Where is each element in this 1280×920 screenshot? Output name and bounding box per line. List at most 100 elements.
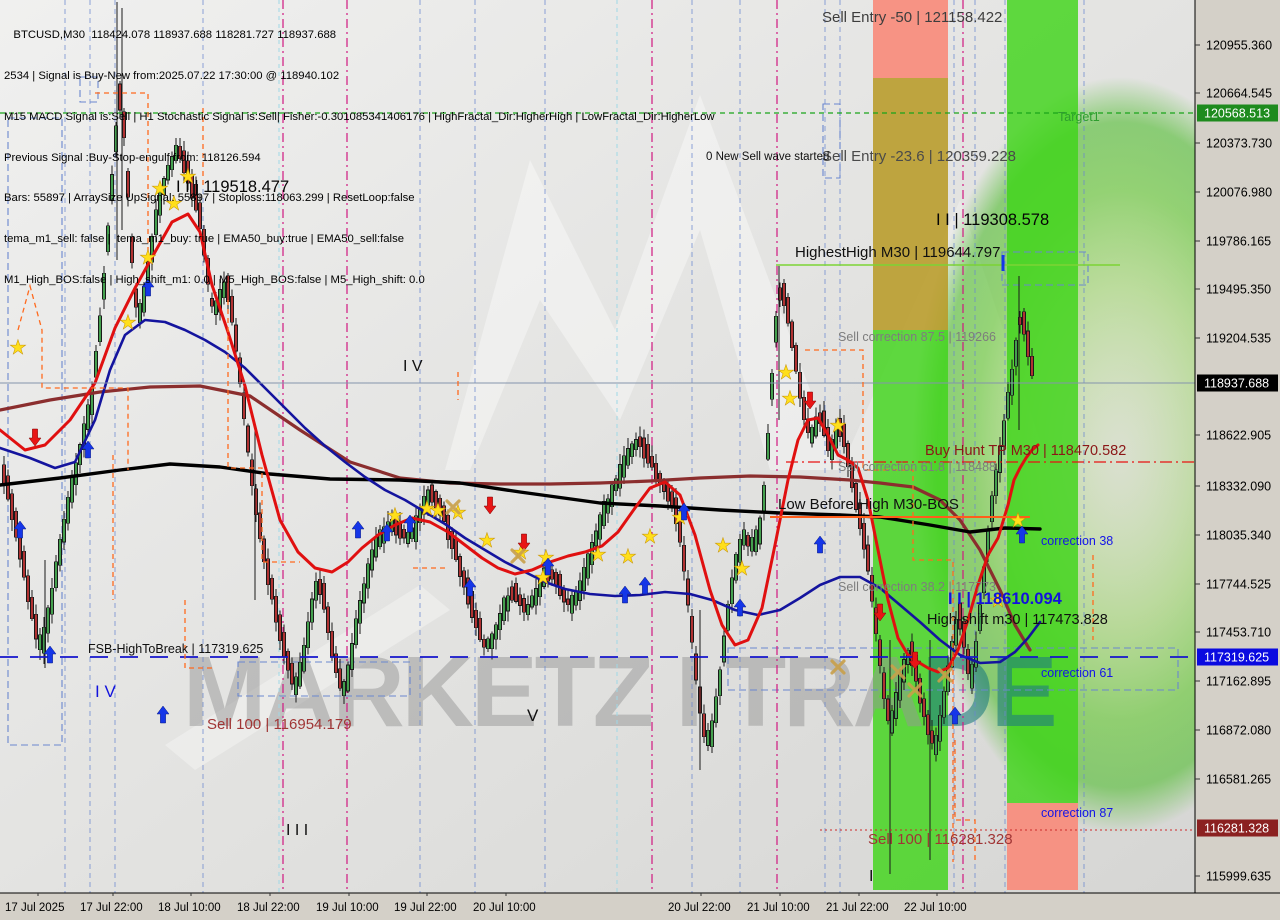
sell-arrow-icon bbox=[908, 651, 922, 670]
price-axis-label[interactable]: 116872.080 bbox=[1206, 724, 1271, 738]
time-axis-label[interactable]: 19 Jul 10:00 bbox=[316, 902, 379, 914]
price-axis-label[interactable]: 116581.265 bbox=[1206, 773, 1271, 787]
buy-arrow-icon bbox=[81, 440, 95, 459]
price-axis[interactable]: 120955.360 120664.545 120568.513 120373.730… bbox=[1195, 39, 1278, 884]
price-axis-label[interactable]: 117162.895 bbox=[1206, 675, 1271, 689]
sell-arrow-icon bbox=[28, 428, 42, 447]
buy-arrow-icon bbox=[380, 523, 394, 542]
price-axis-label[interactable]: 119495.350 bbox=[1206, 283, 1271, 297]
red-zone-bottom bbox=[1007, 803, 1078, 890]
price-axis-label[interactable]: 115999.635 bbox=[1206, 870, 1271, 884]
time-axis-label[interactable]: 17 Jul 2025 bbox=[5, 902, 64, 914]
annotation-label: I V bbox=[95, 682, 116, 701]
star-signal-icon: ★ bbox=[151, 178, 169, 200]
annotation-label: correction 61 bbox=[1041, 666, 1113, 680]
fractal-step-line bbox=[805, 349, 954, 862]
time-axis-label[interactable]: 18 Jul 22:00 bbox=[237, 902, 300, 914]
price-badge: 116281.328 bbox=[1204, 822, 1269, 836]
star-signal-icon: ★ bbox=[714, 535, 732, 557]
sell-arrow-icon bbox=[873, 603, 887, 622]
star-signal-icon: ★ bbox=[139, 247, 157, 269]
fractal-step-line bbox=[954, 740, 976, 860]
price-axis-label[interactable]: 117453.710 bbox=[1206, 626, 1271, 640]
price-axis-label[interactable]: 118622.905 bbox=[1206, 429, 1271, 443]
star-signal-icon: ★ bbox=[119, 312, 137, 334]
annotation-label: correction 87 bbox=[1041, 806, 1113, 820]
sell-arrow-icon bbox=[803, 391, 817, 410]
annotation-label: Buy Hunt TP M30 | 118470.582 bbox=[925, 443, 1126, 459]
chart-plot-area[interactable]: MARKETZ I TRADE★★★★★★★★★★★★★★★★★★★★★★★★★… bbox=[0, 0, 1280, 893]
dashed-range-box bbox=[7, 117, 63, 746]
buy-arrow-icon bbox=[13, 520, 27, 539]
time-axis-label[interactable]: 19 Jul 22:00 bbox=[394, 902, 457, 914]
background-logo-shape bbox=[445, 95, 840, 470]
time-axis-label[interactable]: 17 Jul 22:00 bbox=[80, 902, 143, 914]
time-axis-label[interactable]: 21 Jul 10:00 bbox=[747, 902, 810, 914]
annotation-label: Target1 bbox=[1058, 110, 1100, 124]
buy-arrow-icon bbox=[141, 278, 155, 297]
star-signal-icon: ★ bbox=[478, 530, 496, 552]
price-axis-label[interactable]: 117744.525 bbox=[1206, 578, 1271, 592]
cross-signal-icon bbox=[510, 548, 526, 564]
annotation-label: I I I bbox=[286, 822, 308, 839]
annotation-label: Sell Entry -23.6 | 120359.228 bbox=[822, 148, 1016, 165]
price-axis-label[interactable]: 119204.535 bbox=[1206, 332, 1271, 346]
star-signal-icon: ★ bbox=[589, 544, 607, 566]
price-badge: 117319.625 bbox=[1204, 651, 1269, 665]
time-axis-label[interactable]: 22 Jul 10:00 bbox=[904, 902, 967, 914]
price-axis-label[interactable]: 118332.090 bbox=[1206, 480, 1271, 494]
annotation-label: I I | 118610.094 bbox=[948, 590, 1063, 608]
sell-arrow-icon bbox=[517, 533, 531, 552]
annotation-label: Sell correction 61.8 | 118488. bbox=[838, 460, 999, 474]
cross-signal-icon bbox=[937, 667, 953, 683]
ma-fast-red bbox=[0, 212, 1040, 674]
annotation-label: FSB-HighToBreak | 117319.625 bbox=[88, 642, 263, 656]
price-badge: 118937.688 bbox=[1204, 377, 1269, 391]
annotation-label: I bbox=[869, 868, 873, 885]
price-axis-label[interactable]: 118035.340 bbox=[1206, 529, 1271, 543]
price-axis-label[interactable]: 120076.980 bbox=[1206, 186, 1272, 200]
annotation-label: Low Before High M30-BOS bbox=[778, 496, 959, 513]
star-signal-icon: ★ bbox=[165, 193, 183, 215]
cross-signal-icon bbox=[890, 664, 906, 680]
star-signal-icon: ★ bbox=[641, 526, 659, 548]
buy-arrow-icon bbox=[733, 598, 747, 617]
price-axis-label[interactable]: 119786.165 bbox=[1206, 235, 1271, 249]
star-signal-icon: ★ bbox=[9, 337, 27, 359]
annotation-label: I I | 119518.477 bbox=[176, 178, 289, 196]
time-axis-label[interactable]: 20 Jul 10:00 bbox=[473, 902, 536, 914]
ma-slow-black bbox=[0, 462, 1042, 534]
time-axis[interactable]: 17 Jul 2025 17 Jul 22:00 18 Jul 10:00 18 Ju… bbox=[5, 893, 967, 914]
buy-arrow-icon bbox=[156, 705, 170, 724]
star-signal-icon: ★ bbox=[781, 388, 799, 410]
star-signal-icon: ★ bbox=[386, 505, 404, 527]
buy-arrow-icon bbox=[677, 502, 691, 521]
star-signal-icon: ★ bbox=[619, 546, 637, 568]
buy-arrow-icon bbox=[351, 520, 365, 539]
annotation-label: Sell correction 87.5 | 119266 bbox=[838, 330, 996, 344]
buy-arrow-icon bbox=[1015, 525, 1029, 544]
annotation-label: correction 38 bbox=[1041, 534, 1113, 548]
annotation-label: Sell 100 | 116281.328 bbox=[868, 831, 1013, 848]
time-axis-label[interactable]: 18 Jul 10:00 bbox=[158, 902, 221, 914]
watermark-text: MARKETZ I TRADE bbox=[183, 636, 1055, 748]
fractal-step-line bbox=[227, 300, 300, 563]
fractal-step-line bbox=[184, 600, 212, 669]
buy-arrow-icon bbox=[43, 645, 57, 664]
buy-arrow-icon bbox=[813, 535, 827, 554]
annotation-label: High-shift m30 | 117473.828 bbox=[927, 612, 1108, 628]
price-axis-label[interactable]: 120373.730 bbox=[1206, 137, 1272, 151]
annotation-label: Sell correction 38.2 | 117773 bbox=[838, 580, 996, 594]
time-axis-label[interactable]: 21 Jul 22:00 bbox=[826, 902, 889, 914]
buy-arrow-icon bbox=[541, 557, 555, 576]
star-signal-icon: ★ bbox=[733, 558, 751, 580]
annotation-label: Sell Entry -50 | 121158.422 bbox=[822, 9, 1002, 26]
star-signal-icon: ★ bbox=[989, 590, 1007, 612]
price-axis-label[interactable]: 120664.545 bbox=[1206, 87, 1272, 101]
price-axis-label[interactable]: 120955.360 bbox=[1206, 39, 1272, 53]
time-axis-label[interactable]: 20 Jul 22:00 bbox=[668, 902, 731, 914]
khaki-zone bbox=[873, 78, 948, 330]
buy-arrow-icon bbox=[618, 585, 632, 604]
green-zone-left bbox=[873, 330, 948, 890]
